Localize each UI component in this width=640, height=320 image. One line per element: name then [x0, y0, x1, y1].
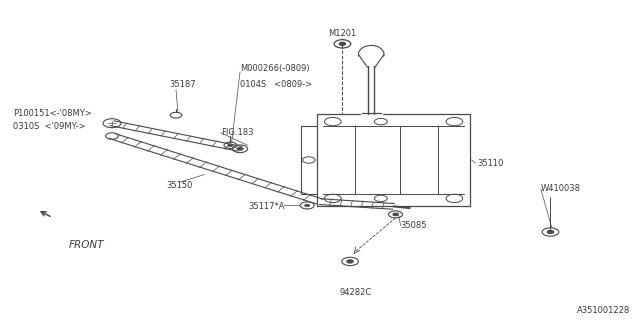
Text: 35085: 35085	[400, 221, 426, 230]
Text: 35117*A: 35117*A	[248, 202, 285, 211]
Circle shape	[339, 42, 346, 45]
Text: P100151<-'08MY>: P100151<-'08MY>	[13, 109, 92, 118]
Circle shape	[305, 204, 310, 207]
Text: M000266(-0809): M000266(-0809)	[240, 64, 310, 73]
Text: M1201: M1201	[328, 29, 356, 38]
Circle shape	[393, 213, 398, 216]
Circle shape	[547, 230, 554, 234]
Text: 35110: 35110	[477, 159, 503, 168]
Text: 35150: 35150	[166, 181, 193, 190]
Text: FIG.183: FIG.183	[221, 128, 253, 137]
Text: A351001228: A351001228	[577, 306, 630, 315]
Circle shape	[228, 144, 233, 147]
Text: 0104S   <0809->: 0104S <0809->	[240, 80, 312, 89]
Circle shape	[347, 260, 353, 263]
Text: 35187: 35187	[169, 80, 196, 89]
Text: W410038: W410038	[541, 184, 581, 193]
Text: 0310S  <'09MY->: 0310S <'09MY->	[13, 122, 85, 131]
Text: FRONT: FRONT	[68, 240, 104, 250]
Circle shape	[237, 147, 243, 150]
Text: 94282C: 94282C	[339, 288, 371, 297]
